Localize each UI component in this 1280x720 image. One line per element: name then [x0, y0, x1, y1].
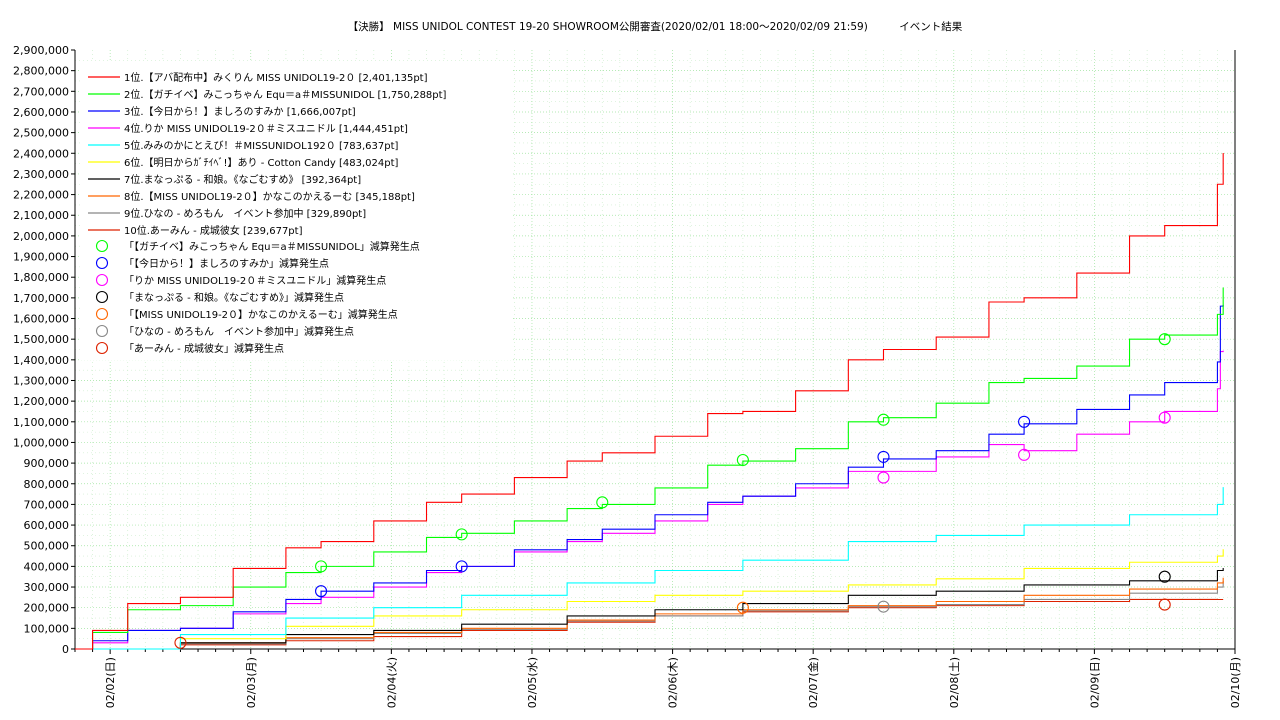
y-tick-label: 0 — [62, 643, 69, 656]
reduction-marker — [877, 413, 890, 426]
y-tick-label: 100,000 — [24, 622, 70, 635]
reduction-marker — [455, 560, 468, 573]
reduction-marker — [174, 636, 187, 649]
reduction-marker — [1158, 411, 1171, 424]
legend-label: 5位.みみのかにとえび！＃MISSUNIDOL192０ [783,637pt] — [124, 139, 398, 152]
legend-marker — [95, 273, 109, 287]
legend-label: 「りか MISS UNIDOL19-2０＃ミスユニドル」減算発生点 — [124, 274, 386, 287]
x-tick-label: 02/08(土) — [948, 657, 961, 708]
legend-marker — [95, 239, 109, 253]
y-tick-label: 1,200,000 — [13, 395, 69, 408]
series-line — [75, 304, 1224, 650]
series-line — [75, 577, 1224, 650]
legend-label: 3位.【今日から！】ましろのすみか [1,666,007pt] — [124, 105, 356, 118]
x-tick-label: 02/04(火) — [385, 657, 398, 708]
axes: 0 100,000 200,000 300,000 400,000 500,000 600,… — [13, 44, 1242, 708]
x-tick-label: 02/10(月) — [1229, 657, 1242, 708]
y-tick-label: 2,200,000 — [13, 189, 69, 202]
y-tick-label: 2,400,000 — [13, 147, 69, 160]
y-tick-label: 2,800,000 — [13, 65, 69, 78]
y-tick-label: 300,000 — [24, 581, 70, 594]
legend-label: 1位.【アバ配布中】みくりん MISS UNIDOL19-2０ [2,401,1… — [124, 71, 428, 84]
legend-label: 8位.【MISS UNIDOL19-2０】かなこのかえるーむ [345,188p… — [124, 190, 415, 203]
legend-label: 4位.りか MISS UNIDOL19-2０＃ミスユニドル [1,444,451… — [124, 122, 408, 135]
series-line — [75, 287, 1224, 650]
y-tick-label: 600,000 — [24, 519, 70, 532]
reduction-marker — [596, 496, 609, 509]
reduction-marker — [1158, 570, 1171, 583]
x-tick-label: 02/07(金) — [806, 657, 820, 708]
reduction-marker — [1018, 415, 1031, 428]
y-tick-label: 1,600,000 — [13, 313, 69, 326]
x-tick-label: 02/06(木) — [667, 657, 680, 708]
reduction-marker — [877, 450, 890, 463]
series-line — [75, 567, 1224, 650]
y-tick-label: 800,000 — [24, 478, 70, 491]
series-line — [75, 598, 1224, 650]
legend-label: 「【MISS UNIDOL19-2０】かなこのかえるーむ」減算発生点 — [124, 308, 398, 321]
y-tick-label: 2,600,000 — [13, 106, 69, 119]
x-tick-label: 02/05(水) — [526, 657, 539, 708]
legend-label: 「まなっぷる - 和娘。《なごむすめ》」減算発生点 — [124, 291, 344, 304]
y-tick-label: 900,000 — [24, 457, 70, 470]
series-line — [75, 153, 1224, 650]
y-tick-label: 2,700,000 — [13, 85, 69, 98]
y-tick-label: 2,000,000 — [13, 230, 69, 243]
reduction-marker — [736, 453, 749, 467]
reduction-marker — [1018, 448, 1031, 461]
y-tick-label: 1,800,000 — [13, 271, 69, 284]
grid — [74, 50, 1236, 649]
reduction-marker — [455, 528, 468, 541]
x-tick-label: 02/02(日) — [104, 657, 117, 708]
reduction-marker — [877, 600, 890, 613]
y-tick-label: 1,100,000 — [13, 416, 69, 429]
legend-marker — [95, 324, 109, 338]
y-tick-label: 1,700,000 — [13, 292, 69, 305]
y-tick-label: 200,000 — [24, 602, 70, 615]
y-tick-label: 1,900,000 — [13, 251, 69, 264]
legend-label: 2位.【ガチイベ】みこっちゃん Equ＝a＃MISSUNIDOL [1,750,… — [124, 88, 447, 101]
x-tick-label: 02/03(月) — [245, 657, 258, 708]
y-tick-label: 1,300,000 — [13, 374, 69, 387]
legend-label: 9位.ひなの - めろもん イベント参加中 [329,890pt] — [124, 207, 366, 220]
legend-marker — [95, 307, 109, 321]
y-tick-label: 1,000,000 — [13, 436, 69, 449]
chart-title: 【決勝】 MISS UNIDOL CONTEST 19-20 SHOWROOM公… — [348, 20, 963, 33]
y-tick-label: 2,900,000 — [13, 44, 69, 57]
reduction-marker — [736, 601, 749, 614]
reduction-marker — [315, 585, 328, 598]
legend-box — [80, 62, 512, 360]
legend-label: 「ひなの - めろもん イベント参加中」減算発生点 — [124, 325, 354, 338]
legend-label: 10位.あーみん - 成城彼女 [239,677pt] — [124, 224, 303, 237]
legend-marker — [95, 290, 109, 304]
series-line — [75, 549, 1224, 650]
series-line — [75, 350, 1224, 650]
y-tick-label: 400,000 — [24, 560, 70, 573]
legend-label: 「【ガチイベ】みこっちゃん Equ＝a＃MISSUNIDOL」減算発生点 — [124, 240, 420, 253]
y-tick-label: 700,000 — [24, 498, 70, 511]
y-tick-label: 2,100,000 — [13, 209, 69, 222]
series-line — [75, 487, 1224, 650]
legend-marker — [95, 256, 109, 270]
legend-label: 「【今日から！】ましろのすみか」減算発生点 — [124, 257, 329, 270]
legend-label: 7位.まなっぷる - 和娘。《なごむすめ》 [392,364pt] — [124, 173, 361, 186]
reduction-marker — [877, 471, 890, 484]
series-lines — [75, 153, 1224, 650]
y-tick-label: 1,500,000 — [13, 333, 69, 346]
legend-marker — [95, 341, 109, 355]
reduction-marker — [315, 560, 328, 573]
marker-points — [174, 333, 1171, 649]
legend: 1位.【アバ配布中】みくりん MISS UNIDOL19-2０ [2,401,1… — [80, 62, 512, 360]
legend-label: 6位.【明日からｶﾞﾁｲﾍﾞ!】あり - Cotton Candy [483,0… — [124, 156, 399, 169]
y-tick-label: 2,300,000 — [13, 168, 69, 181]
reduction-marker — [1158, 598, 1171, 611]
y-tick-label: 2,500,000 — [13, 127, 69, 140]
legend-label: 「あーみん - 成城彼女」減算発生点 — [124, 342, 284, 355]
y-tick-label: 1,400,000 — [13, 354, 69, 367]
reduction-marker — [1158, 333, 1171, 346]
y-tick-label: 500,000 — [24, 540, 70, 553]
x-tick-label: 02/09(日) — [1088, 657, 1101, 708]
